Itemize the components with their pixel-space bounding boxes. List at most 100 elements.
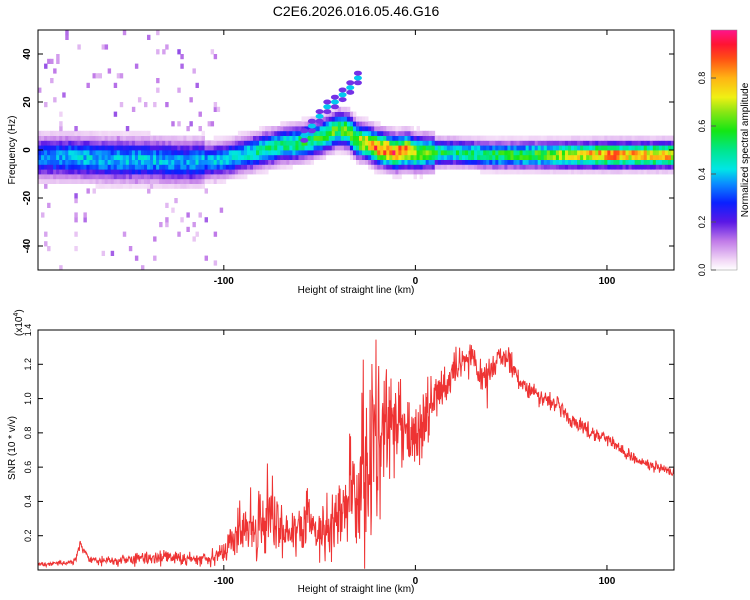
spectrogram-cell — [595, 150, 599, 156]
spectrogram-cell — [310, 140, 314, 146]
spectrogram-cell — [134, 178, 139, 184]
spectrogram-cell — [428, 154, 433, 160]
spectrogram-cell — [150, 178, 154, 184]
spectrogram-cell — [177, 145, 181, 151]
spectrogram-cell — [352, 145, 357, 151]
spectrogram-cell — [340, 150, 345, 156]
spectrogram-cell — [522, 164, 526, 170]
spectrogram-cell — [670, 159, 674, 165]
spectrogram-cell — [177, 183, 181, 189]
spectrogram-cell — [89, 174, 93, 180]
spectrogram-cell — [607, 169, 611, 175]
spectrogram-cell — [577, 164, 581, 170]
spectrogram-cell — [492, 150, 496, 156]
spectrogram-cell — [310, 150, 314, 156]
spectrogram-cell — [328, 111, 333, 117]
spectrogram-cell — [140, 178, 145, 184]
spectrogram-cell — [371, 150, 375, 156]
spectrogram-cell — [62, 140, 66, 146]
spectrogram-cell — [446, 159, 451, 165]
spectrogram-cell — [365, 121, 369, 127]
spectrogram-cell — [304, 140, 308, 146]
spectrogram-cell — [352, 126, 357, 132]
spectrogram-cell — [38, 130, 42, 136]
spectrogram-cell — [549, 150, 554, 156]
spectrogram-branch-point — [353, 80, 362, 86]
spectrogram-cell — [110, 183, 115, 189]
spectrogram-cell — [222, 135, 227, 141]
spectrogram-cell — [564, 159, 569, 165]
spectrogram-cell — [274, 164, 278, 170]
spectrogram-cell — [468, 164, 472, 170]
spectrogram-cell — [150, 169, 154, 175]
spectrogram-cell — [213, 102, 218, 108]
spectrogram-cell — [256, 150, 260, 156]
spectrogram-cell — [165, 174, 169, 180]
spectrogram-cell — [144, 174, 148, 180]
spectrogram-cell — [50, 145, 54, 151]
spectrogram-cell — [198, 183, 202, 189]
spectrogram-cell — [419, 150, 424, 156]
spectrogram-cell — [95, 135, 99, 141]
spectrogram-cell — [613, 145, 617, 151]
spectrogram-cell — [189, 140, 193, 146]
spectrogram-cell — [610, 135, 614, 141]
spectrogram-cell — [395, 126, 399, 132]
spectrogram-cell — [352, 135, 357, 141]
spectrogram-cell — [41, 150, 45, 156]
spectrogram-cell — [537, 154, 542, 160]
spectrogram-cell — [568, 159, 572, 165]
spectrogram-cell — [513, 154, 517, 160]
spectrogram-cell — [168, 164, 172, 170]
spectrogram-cell — [101, 250, 106, 256]
spectrogram-cell — [628, 169, 632, 175]
spectrogram-cell — [507, 169, 511, 175]
spectrogram-cell — [44, 150, 48, 156]
spectrogram-cell — [371, 140, 375, 146]
spectrogram-cell — [334, 140, 339, 146]
spectrogram-cell — [589, 154, 593, 160]
spectrogram-cell — [44, 178, 48, 184]
spectrogram-cell — [101, 135, 106, 141]
spectrogram-cell — [159, 145, 163, 151]
spectrogram-cell — [41, 140, 45, 146]
spectrogram-cell — [649, 154, 654, 160]
spectrogram-cell — [262, 135, 266, 141]
spectrogram-cell — [168, 174, 172, 180]
spectrogram-cell — [428, 164, 433, 170]
spectrogram-cell — [458, 135, 463, 141]
spectrogram-cell — [431, 159, 436, 165]
spectrogram-cell — [604, 140, 608, 146]
spectrogram-cell — [480, 150, 484, 156]
spectrogram-cell — [537, 164, 542, 170]
spectrogram-cell — [119, 140, 124, 146]
spectrogram-cell — [41, 154, 45, 160]
spectrogram-cell — [334, 106, 339, 112]
spectrogram-cell — [237, 145, 242, 151]
spectrogram-cell — [104, 169, 109, 175]
spectrogram-cell — [44, 135, 48, 141]
spectrogram-cell — [101, 169, 106, 175]
spectrogram-cell — [343, 150, 348, 156]
spectrogram-cell — [280, 164, 284, 170]
spectrogram-cell — [219, 154, 224, 160]
spectrogram-cell — [640, 164, 645, 170]
spectrogram-cell — [50, 140, 54, 146]
spectrogram-cell — [116, 130, 121, 136]
spectrogram-cell — [74, 212, 78, 218]
spectrogram-cell — [41, 130, 45, 136]
spectrogram-cell — [362, 135, 366, 141]
spectrogram-cell — [319, 121, 324, 127]
spectrogram-cell — [419, 135, 424, 141]
spectrogram-cell — [122, 150, 127, 156]
spectrogram-cell — [595, 169, 599, 175]
spectrogram-cell — [431, 164, 436, 170]
spectrogram-cell — [122, 183, 127, 189]
spectrogram-cell — [328, 145, 333, 151]
spectrogram-cell — [271, 164, 275, 170]
spectrogram-cell — [377, 150, 381, 156]
spectrogram-cell — [256, 159, 260, 165]
spectrogram-cell — [365, 154, 369, 160]
spectrogram-cell — [534, 145, 539, 151]
spectrogram-cell — [147, 135, 151, 141]
